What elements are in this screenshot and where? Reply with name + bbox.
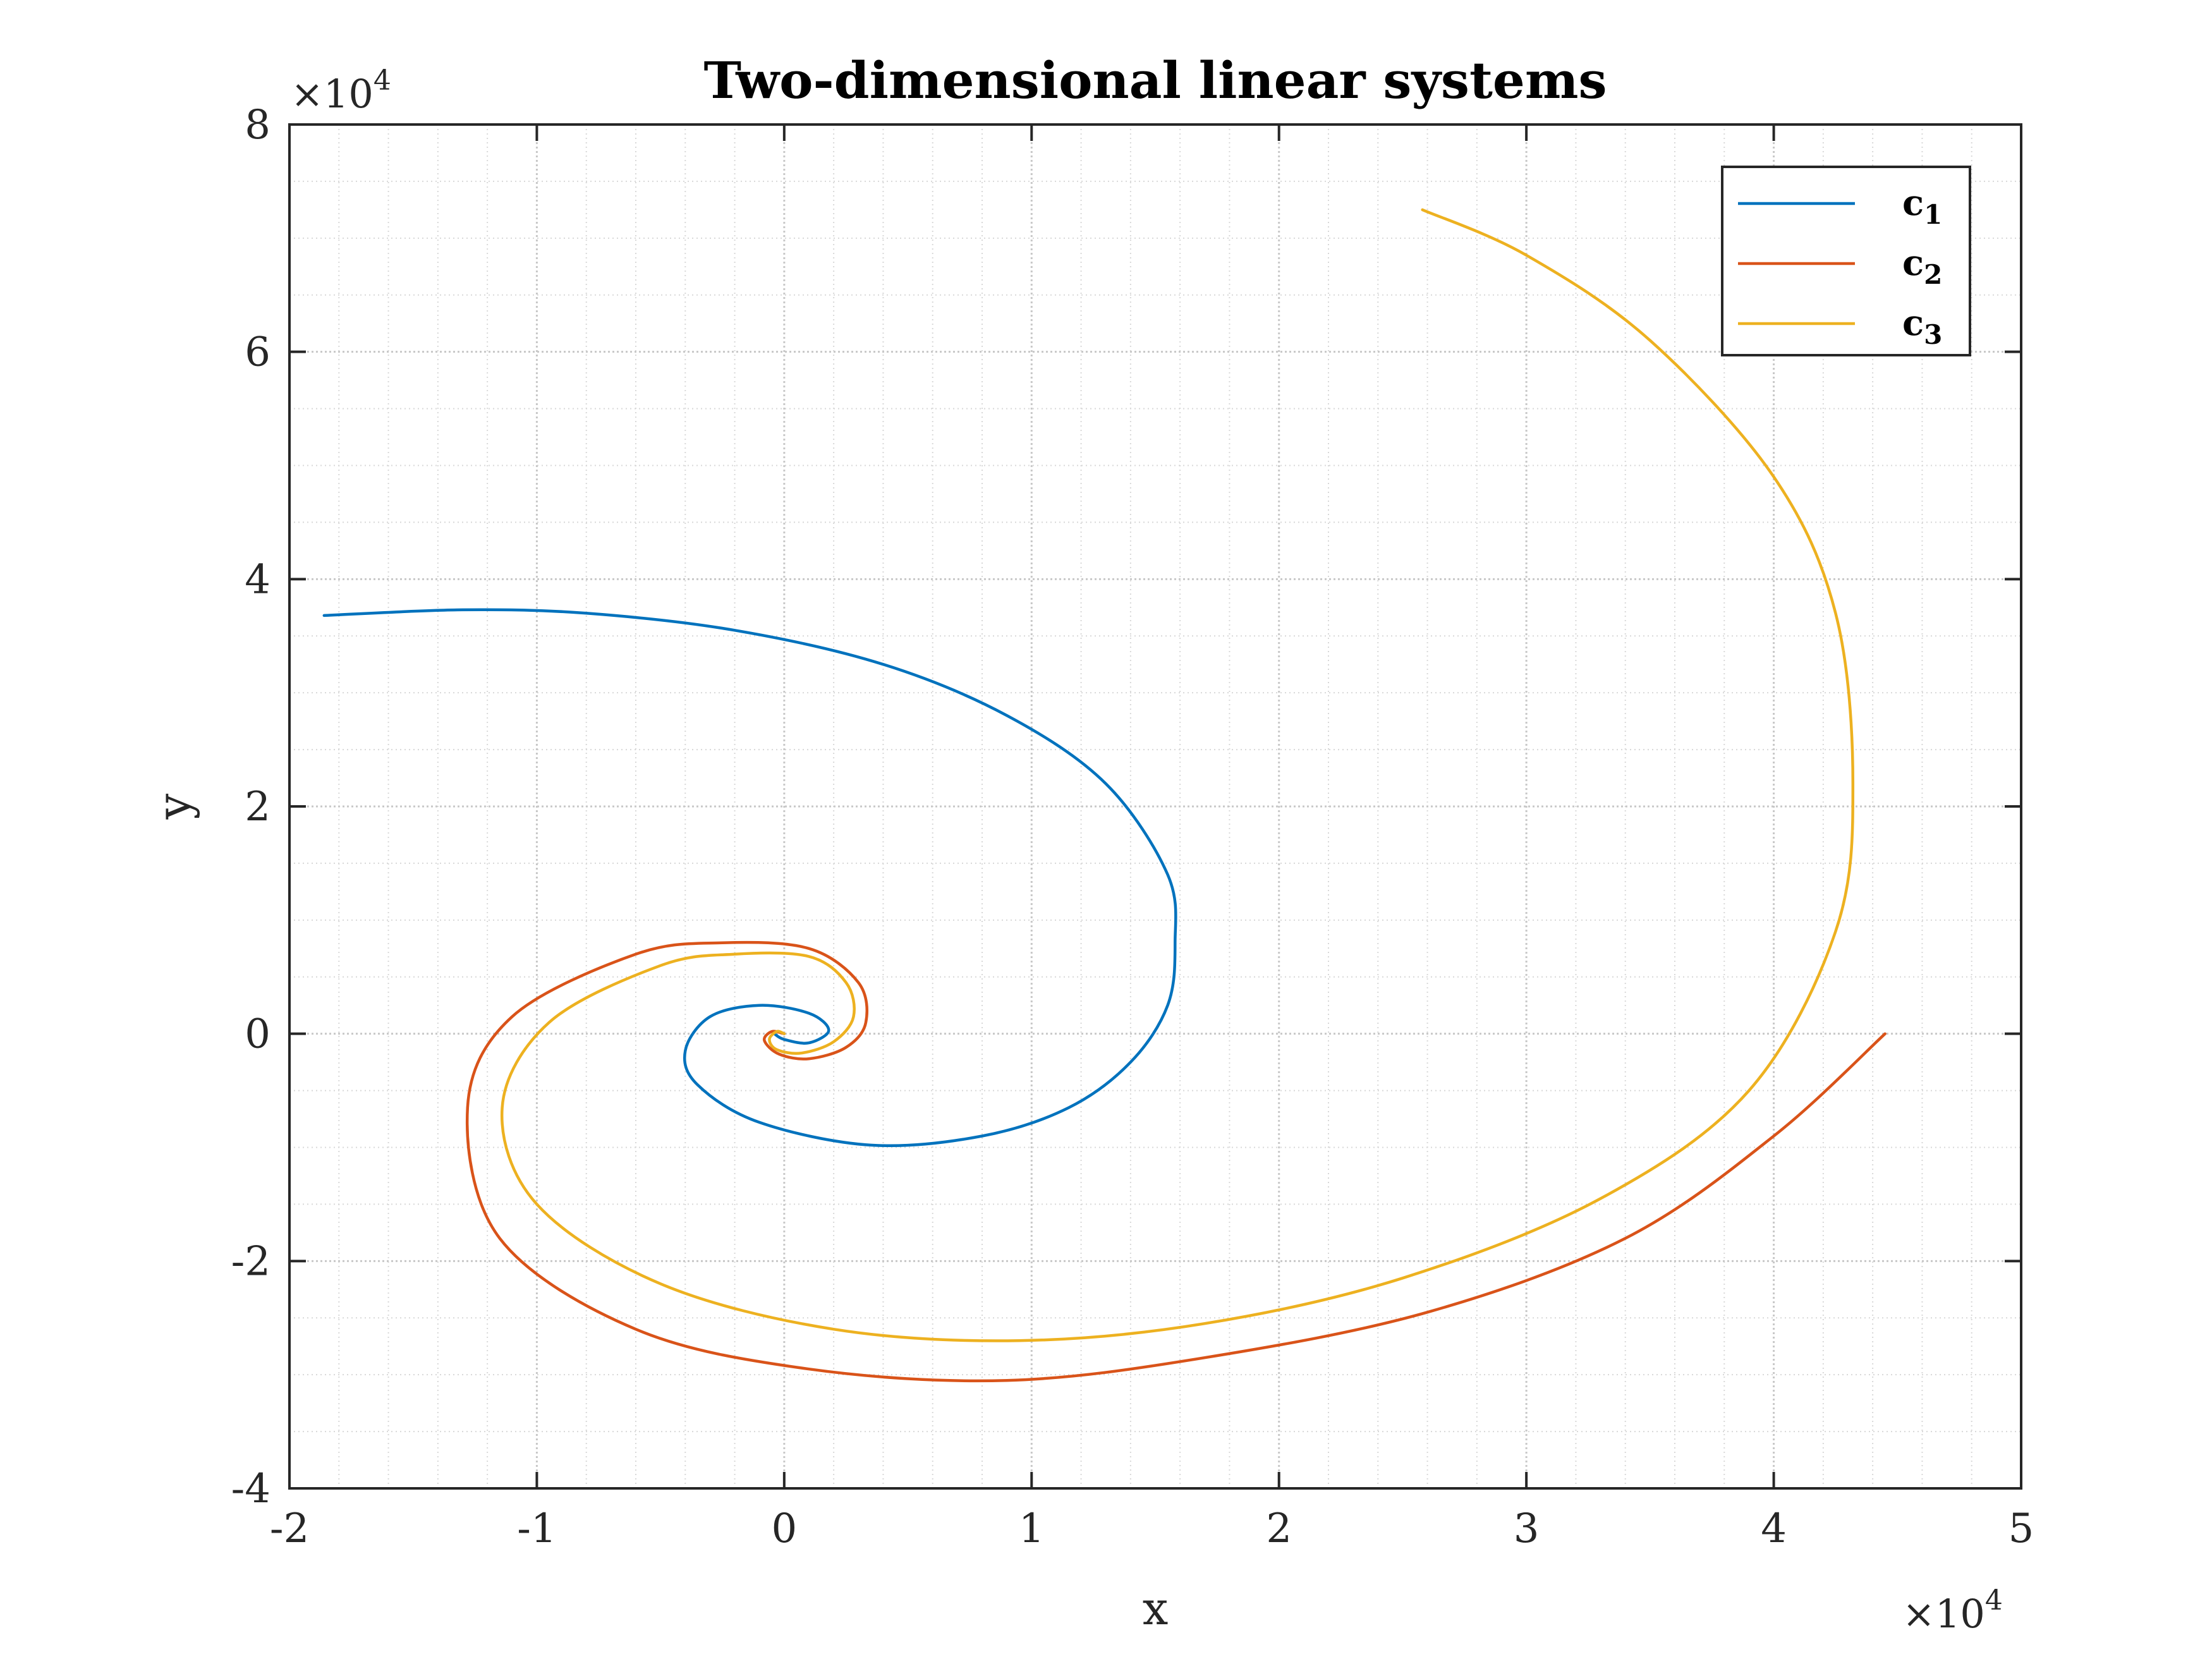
- y-tick-label: -2: [231, 1238, 270, 1285]
- series-layer: [322, 208, 1887, 1383]
- y-tick-label: 2: [245, 784, 270, 830]
- x-axis-label: x: [1143, 1582, 1169, 1635]
- series-line-c1: [322, 608, 1177, 1148]
- x-tick-label: 4: [1761, 1505, 1787, 1552]
- legend-label-base: c: [1902, 182, 1924, 224]
- y-tick-label: 6: [245, 329, 270, 376]
- legend-label-base: c: [1902, 242, 1924, 284]
- x-tick-label: 0: [771, 1505, 797, 1552]
- legend-label-subscript: 2: [1924, 259, 1942, 290]
- legend-label-base: c: [1902, 302, 1924, 344]
- y-tick-label: 8: [245, 102, 270, 149]
- chart-title: Two-dimensional linear systems: [703, 51, 1607, 110]
- legend-label-c2: c2: [1902, 242, 1942, 290]
- x-axis-multiplier: ×104: [1902, 1584, 2003, 1637]
- legend-label-c1: c1: [1902, 182, 1942, 230]
- legend-label-c3: c3: [1902, 302, 1942, 350]
- y-axis-label: y: [147, 793, 200, 820]
- x-tick-label: 3: [1514, 1505, 1540, 1552]
- y-axis-multiplier: ×104: [291, 64, 391, 117]
- y-tick-label: -4: [231, 1466, 270, 1512]
- series-line-c2: [466, 940, 1887, 1383]
- x-multiplier-base: ×10: [1902, 1591, 1985, 1637]
- legend-label-subscript: 3: [1924, 319, 1942, 350]
- x-multiplier-exponent: 4: [1985, 1584, 2003, 1617]
- x-tick-label: -1: [517, 1505, 556, 1552]
- x-tick-label: 1: [1019, 1505, 1045, 1552]
- y-multiplier-base: ×10: [291, 71, 374, 117]
- series-line-c3: [500, 208, 1855, 1342]
- y-tick-label: 0: [245, 1011, 270, 1058]
- y-tick-label: 4: [245, 556, 270, 603]
- x-tick-label: 5: [2008, 1505, 2034, 1552]
- x-tick-label: 2: [1266, 1505, 1292, 1552]
- legend-label-subscript: 1: [1924, 199, 1942, 230]
- y-multiplier-exponent: 4: [374, 64, 391, 97]
- axis-ticks: [288, 123, 2022, 1490]
- x-tick-label: -2: [270, 1505, 309, 1552]
